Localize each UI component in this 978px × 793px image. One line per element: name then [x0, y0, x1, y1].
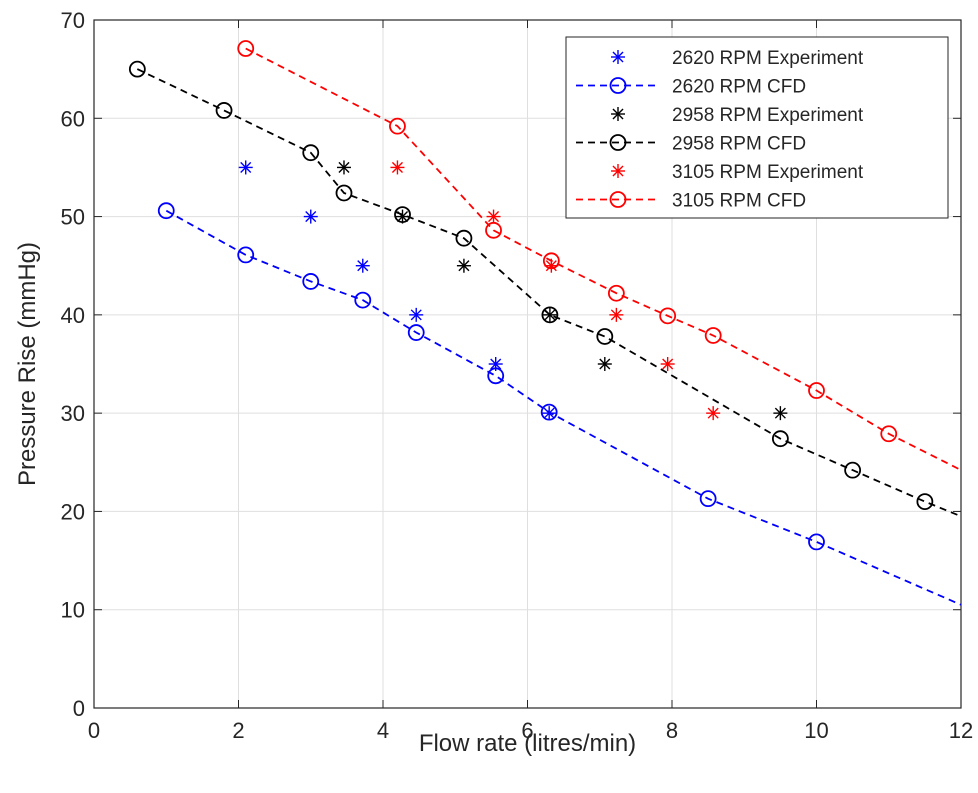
series: [128, 40, 962, 606]
data-point-asterisk: [706, 406, 721, 421]
ticks: 0 2 4 6 8 10 12 0 10 20 30 40 50 60 70: [61, 8, 974, 743]
data-point-asterisk: [597, 357, 612, 371]
data-point-asterisk: [355, 258, 370, 273]
y-tick-label: 70: [61, 8, 85, 33]
series-1: [157, 202, 962, 606]
data-point-circle: [215, 102, 233, 119]
series-line: [245, 47, 962, 471]
data-point-circle: [704, 327, 722, 344]
data-point-circle: [394, 206, 411, 224]
series-2: [336, 160, 788, 421]
y-tick-label: 30: [61, 401, 85, 426]
y-tick-label: 50: [61, 205, 85, 230]
x-tick-label: 12: [949, 718, 973, 743]
data-point-circle: [880, 425, 898, 443]
data-point-asterisk: [544, 258, 559, 273]
data-point-circle: [237, 40, 255, 57]
data-point-circle: [540, 403, 558, 421]
y-tick-label: 0: [73, 696, 85, 721]
data-point-circle: [302, 144, 320, 162]
legend-label: 2620 RPM Experiment: [672, 48, 864, 69]
legend-item: 2958 RPM CFD: [576, 134, 806, 155]
x-tick-label: 8: [666, 718, 678, 743]
series-line: [165, 209, 962, 606]
x-tick-label: 2: [232, 718, 244, 743]
legend-box: [565, 36, 949, 219]
data-point-circle: [237, 246, 255, 264]
series-3: [128, 60, 962, 518]
data-point-circle: [659, 307, 677, 325]
y-axis-title: Pressure Rise (mmHg): [14, 242, 41, 486]
legend-circle-swatch: [609, 77, 627, 94]
data-point-circle: [699, 490, 717, 508]
legend-asterisk-swatch: [611, 50, 625, 64]
data-point-circle: [335, 184, 353, 202]
legend-asterisk-swatch: [611, 107, 625, 121]
series-0: [238, 160, 557, 421]
data-point-circle: [128, 60, 146, 78]
x-tick-label: 4: [377, 718, 389, 743]
data-point-circle: [916, 493, 934, 511]
data-point-asterisk: [609, 307, 624, 322]
legend-label: 3105 RPM CFD: [672, 191, 806, 212]
data-point-circle: [808, 382, 825, 399]
data-point-circle: [455, 229, 473, 247]
data-point-circle: [354, 291, 372, 309]
data-point-circle: [771, 430, 789, 448]
data-point-asterisk: [409, 307, 424, 322]
data-point-asterisk: [238, 160, 253, 175]
x-tick-label: 6: [521, 718, 533, 743]
y-tick-label: 20: [61, 499, 85, 524]
data-point-circle: [541, 306, 559, 324]
data-point-circle: [407, 324, 425, 341]
data-point-circle: [607, 284, 625, 302]
series-4: [390, 160, 721, 421]
data-point-asterisk: [542, 307, 557, 322]
y-tick-label: 60: [61, 106, 85, 131]
legend-circle-swatch: [609, 191, 627, 208]
legend-item: 3105 RPM Experiment: [611, 162, 864, 183]
data-point-circle: [596, 328, 614, 345]
legend-item: 2620 RPM CFD: [576, 77, 806, 98]
data-point-circle: [485, 221, 502, 239]
legend-label: 2620 RPM CFD: [672, 77, 806, 98]
legend: 2620 RPM Experiment 2620 RPM CFD 2958 RPM …: [565, 36, 949, 219]
data-point-circle: [157, 202, 175, 220]
legend-label: 2958 RPM Experiment: [672, 105, 864, 126]
legend-item: 2958 RPM Experiment: [611, 105, 864, 126]
data-point-asterisk: [390, 160, 405, 175]
legend-asterisk-swatch: [611, 164, 625, 178]
data-point-asterisk: [773, 406, 788, 421]
legend-item: 3105 RPM CFD: [576, 191, 806, 212]
data-point-asterisk: [336, 160, 351, 175]
x-tick-label: 10: [804, 718, 828, 743]
x-tick-label: 0: [88, 718, 100, 743]
data-point-circle: [542, 252, 560, 270]
data-point-circle: [389, 117, 406, 135]
data-point-circle: [808, 533, 825, 551]
data-point-asterisk: [456, 258, 471, 273]
data-point-circle: [302, 273, 320, 290]
data-point-asterisk: [486, 209, 501, 224]
legend-circle-swatch: [609, 134, 627, 151]
y-tick-label: 40: [61, 303, 85, 328]
data-point-asterisk: [660, 357, 675, 371]
data-point-circle: [487, 367, 505, 385]
series-line: [136, 68, 962, 518]
legend-label: 3105 RPM Experiment: [672, 162, 864, 183]
legend-label: 2958 RPM CFD: [672, 134, 806, 155]
y-tick-label: 10: [61, 598, 85, 623]
legend-item: 2620 RPM Experiment: [611, 48, 864, 69]
data-point-circle: [844, 461, 862, 479]
series-5: [237, 40, 962, 471]
x-axis-title: Flow rate (litres/min): [419, 730, 636, 757]
data-point-asterisk: [303, 209, 318, 224]
